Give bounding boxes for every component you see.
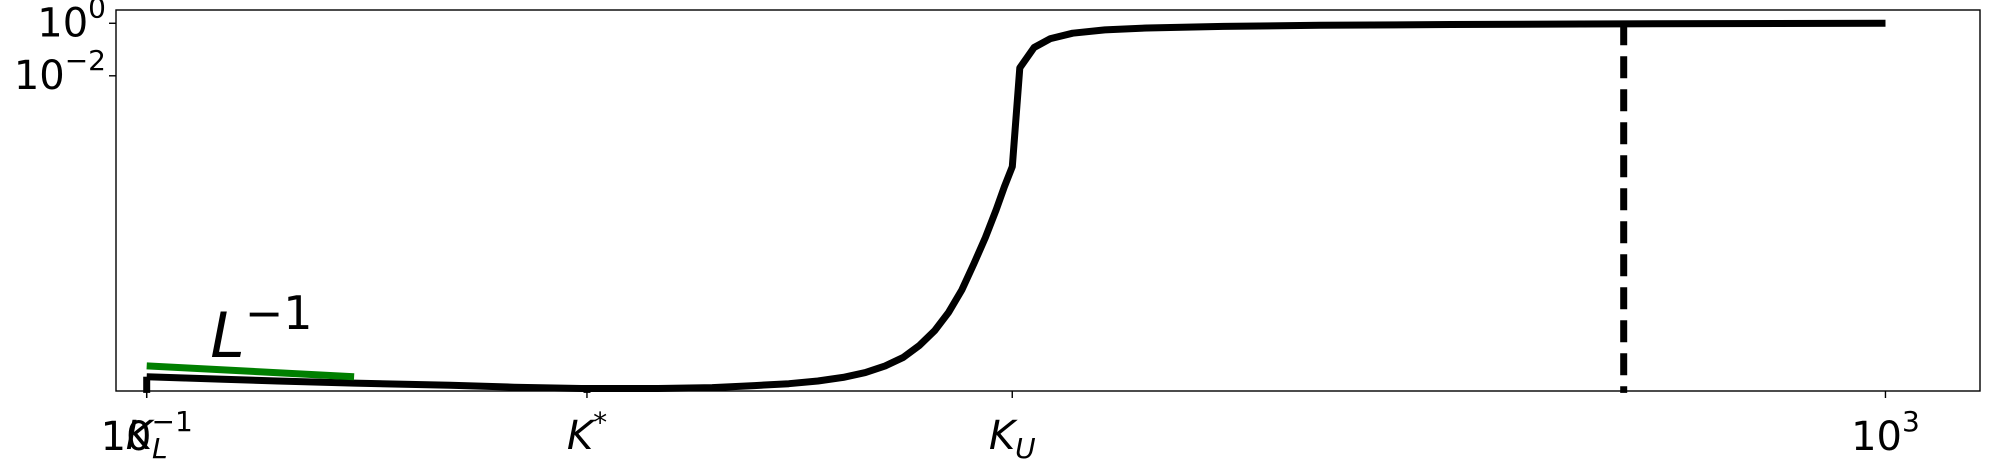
annotations: L−1 xyxy=(210,286,312,372)
series-layer xyxy=(146,19,1886,392)
x-ticks: 10−1 103 KL K* KU xyxy=(101,391,1920,465)
series-line-1 xyxy=(146,362,355,381)
x-tick-label-1: 103 xyxy=(1851,405,1920,460)
plot-frame xyxy=(115,9,1981,392)
vertical-lines xyxy=(143,23,1628,393)
annotation-label-0: L−1 xyxy=(210,286,312,372)
series-line-0 xyxy=(146,19,1886,392)
x-named-tick-label-1: K* xyxy=(567,406,607,459)
x-tick-label-0: 10−1 xyxy=(101,405,193,460)
x-named-tick-label-0: KL xyxy=(126,413,168,465)
x-named-tick-label-2: KU xyxy=(989,413,1036,465)
y-tick-label-1: 10−2 xyxy=(14,44,106,99)
y-tick-label-0: 100 xyxy=(37,0,106,46)
